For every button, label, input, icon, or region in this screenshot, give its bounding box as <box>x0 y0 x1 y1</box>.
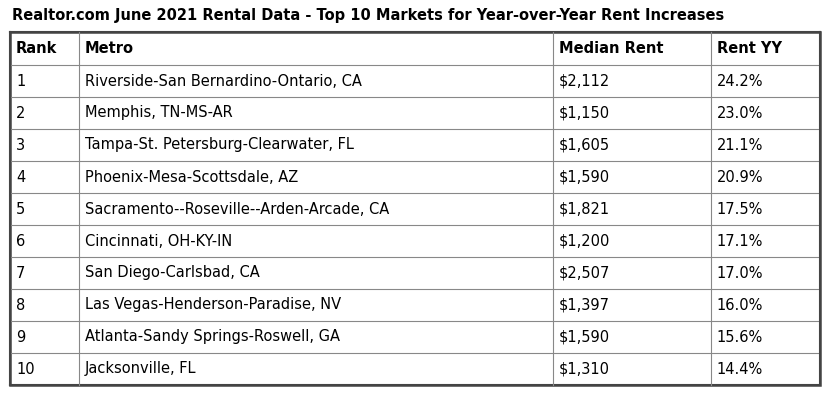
Text: Las Vegas-Henderson-Paradise, NV: Las Vegas-Henderson-Paradise, NV <box>85 298 341 312</box>
Text: Phoenix-Mesa-Scottsdale, AZ: Phoenix-Mesa-Scottsdale, AZ <box>85 169 298 184</box>
Text: $1,590: $1,590 <box>559 329 610 345</box>
Text: $1,200: $1,200 <box>559 233 610 248</box>
Text: 20.9%: 20.9% <box>716 169 763 184</box>
Text: 6: 6 <box>16 233 25 248</box>
Text: 8: 8 <box>16 298 25 312</box>
Text: Jacksonville, FL: Jacksonville, FL <box>85 362 197 376</box>
Bar <box>10 353 820 385</box>
Text: $2,112: $2,112 <box>559 73 610 88</box>
Text: $1,397: $1,397 <box>559 298 610 312</box>
Bar <box>10 225 820 257</box>
Text: Tampa-St. Petersburg-Clearwater, FL: Tampa-St. Petersburg-Clearwater, FL <box>85 138 354 152</box>
Text: 1: 1 <box>16 73 25 88</box>
Text: 10: 10 <box>16 362 35 376</box>
Text: Memphis, TN-MS-AR: Memphis, TN-MS-AR <box>85 105 232 121</box>
Text: $1,310: $1,310 <box>559 362 610 376</box>
Text: 14.4%: 14.4% <box>716 362 763 376</box>
Text: Rank: Rank <box>16 41 57 56</box>
Text: 23.0%: 23.0% <box>716 105 763 121</box>
Bar <box>10 129 820 161</box>
Bar <box>10 32 820 385</box>
Bar <box>10 161 820 193</box>
Bar <box>10 32 820 65</box>
Text: 15.6%: 15.6% <box>716 329 763 345</box>
Text: 4: 4 <box>16 169 25 184</box>
Bar <box>10 193 820 225</box>
Text: Median Rent: Median Rent <box>559 41 663 56</box>
Text: 17.5%: 17.5% <box>716 202 763 217</box>
Text: $1,590: $1,590 <box>559 169 610 184</box>
Text: $1,821: $1,821 <box>559 202 610 217</box>
Text: Metro: Metro <box>85 41 134 56</box>
Text: Riverside-San Bernardino-Ontario, CA: Riverside-San Bernardino-Ontario, CA <box>85 73 362 88</box>
Text: Cincinnati, OH-KY-IN: Cincinnati, OH-KY-IN <box>85 233 232 248</box>
Text: 9: 9 <box>16 329 25 345</box>
Text: $2,507: $2,507 <box>559 266 610 281</box>
Bar <box>10 65 820 97</box>
Text: 5: 5 <box>16 202 25 217</box>
Bar <box>10 97 820 129</box>
Text: San Diego-Carlsbad, CA: San Diego-Carlsbad, CA <box>85 266 260 281</box>
Text: 3: 3 <box>16 138 25 152</box>
Bar <box>10 321 820 353</box>
Bar <box>10 289 820 321</box>
Text: 21.1%: 21.1% <box>716 138 763 152</box>
Text: 24.2%: 24.2% <box>716 73 763 88</box>
Bar <box>10 257 820 289</box>
Text: 16.0%: 16.0% <box>716 298 763 312</box>
Text: 7: 7 <box>16 266 26 281</box>
Text: Atlanta-Sandy Springs-Roswell, GA: Atlanta-Sandy Springs-Roswell, GA <box>85 329 339 345</box>
Text: 17.0%: 17.0% <box>716 266 763 281</box>
Text: Sacramento--Roseville--Arden-Arcade, CA: Sacramento--Roseville--Arden-Arcade, CA <box>85 202 389 217</box>
Text: 17.1%: 17.1% <box>716 233 763 248</box>
Text: $1,605: $1,605 <box>559 138 610 152</box>
Text: Rent YY: Rent YY <box>716 41 782 56</box>
Text: 2: 2 <box>16 105 26 121</box>
Text: Realtor.com June 2021 Rental Data - Top 10 Markets for Year-over-Year Rent Incre: Realtor.com June 2021 Rental Data - Top … <box>12 8 725 23</box>
Text: $1,150: $1,150 <box>559 105 610 121</box>
